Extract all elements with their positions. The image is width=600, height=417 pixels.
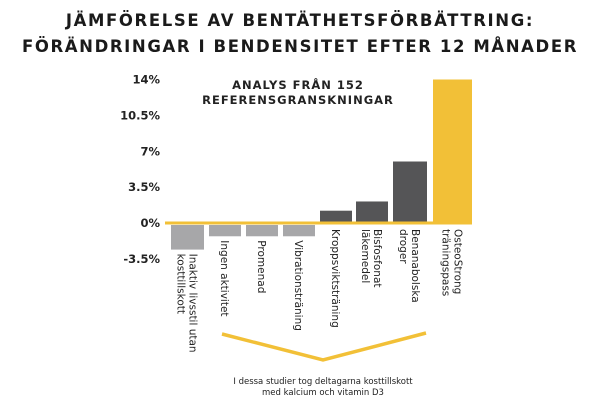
y-tick-label: 10.5% xyxy=(120,108,160,122)
annotation-line-1: I dessa studier tog deltagarna kosttills… xyxy=(233,377,413,387)
category-label: Bisfosfonat xyxy=(371,229,383,288)
y-tick-label: -3.5% xyxy=(123,252,160,266)
chart-title-line-2: FÖRÄNDRINGAR I BENDENSITET EFTER 12 MÅNA… xyxy=(22,37,578,56)
chart-subtitle-line-2: REFERENSGRANSKNINGAR xyxy=(202,93,394,107)
category-label: kosttillskott xyxy=(175,254,187,314)
y-axis: 14% 10.5% 7% 3.5% 0% -3.5% xyxy=(120,73,160,266)
category-label: Benanabolska xyxy=(409,229,421,303)
bars xyxy=(165,79,472,250)
chart-title-line-1: JÄMFÖRELSE AV BENTÄTHETSFÖRBÄTTRING: xyxy=(65,11,534,30)
category-label: Inaktiv livsstil utan xyxy=(187,254,199,353)
y-tick-label: 7% xyxy=(140,144,160,158)
y-tick-label: 14% xyxy=(132,73,160,87)
bar xyxy=(356,201,388,223)
bar xyxy=(171,225,204,250)
category-label: Kroppsviktsträning xyxy=(329,229,341,328)
annotation-bracket xyxy=(221,331,427,362)
bar xyxy=(209,225,241,237)
bar xyxy=(393,161,427,223)
bar xyxy=(320,210,352,223)
bar xyxy=(246,225,278,237)
category-label: Vibrationsträning xyxy=(292,240,304,331)
category-label: läkemedel xyxy=(359,229,371,283)
category-label: OsteoStrong xyxy=(452,229,464,294)
y-tick-label: 0% xyxy=(140,216,160,230)
bar xyxy=(283,225,315,237)
chart-subtitle-line-1: ANALYS FRÅN 152 xyxy=(232,77,364,92)
category-label: Ingen aktivitet xyxy=(218,240,230,316)
category-label: droger xyxy=(397,229,409,264)
category-label: Promenad xyxy=(255,240,267,293)
category-label: träningspass xyxy=(440,229,452,296)
annotation-line-2: med kalcium och vitamin D3 xyxy=(262,388,384,398)
y-tick-label: 3.5% xyxy=(128,180,160,194)
bar xyxy=(433,79,472,223)
